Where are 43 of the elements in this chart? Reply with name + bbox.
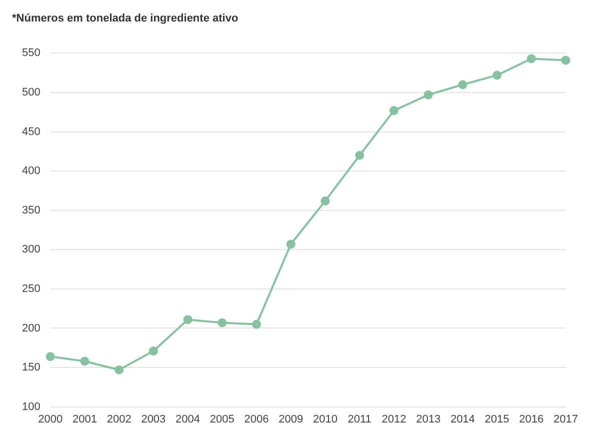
point — [561, 56, 570, 65]
x-tick-label: 2000 — [38, 413, 63, 426]
point — [46, 352, 55, 362]
x-tick-label: 2017 — [554, 413, 578, 426]
x-tick-label: 2011 — [348, 413, 372, 426]
x-tick-label: 2012 — [382, 413, 406, 426]
y-tick-label: 450 — [22, 126, 40, 138]
y-tick-label: 400 — [22, 165, 40, 178]
point — [114, 365, 124, 374]
point — [526, 54, 536, 64]
y-tick-label: 500 — [22, 86, 40, 99]
x-tick-label: 2014 — [450, 413, 475, 426]
point — [183, 315, 192, 324]
y-tick-label: 250 — [22, 282, 40, 295]
point — [355, 150, 364, 160]
point — [424, 90, 433, 100]
point — [389, 106, 398, 116]
point — [492, 70, 502, 80]
y-tick-label: 200 — [22, 322, 40, 334]
point — [80, 356, 90, 366]
x-tick-label: 2010 — [312, 413, 338, 426]
y-tick-label: 150 — [22, 362, 40, 374]
point — [286, 240, 296, 249]
point — [148, 346, 158, 356]
x-tick-label: 2001 — [72, 413, 97, 426]
point — [320, 196, 330, 206]
y-tick-label: 100 — [22, 400, 40, 413]
x-tick-label: 2006 — [244, 413, 269, 426]
x-tick-label: 2013 — [416, 413, 441, 426]
y-tick-label: 350 — [22, 204, 40, 216]
y-tick-label: 550 — [22, 47, 40, 60]
x-tick-label: 2015 — [484, 413, 510, 426]
x-tick-label: 2002 — [106, 413, 132, 426]
point — [252, 320, 262, 329]
x-tick-label: 2016 — [519, 413, 544, 426]
x-tick-label: 2009 — [278, 413, 304, 426]
chart-title: *Números em tonelada de ingrediente ativo — [12, 12, 238, 25]
x-tick-label: 2005 — [210, 413, 234, 426]
point — [458, 80, 468, 90]
x-tick-label: 2003 — [141, 413, 166, 426]
y-tick-label: 300 — [22, 244, 40, 256]
point — [218, 318, 227, 328]
x-tick-label: 2004 — [176, 413, 200, 426]
